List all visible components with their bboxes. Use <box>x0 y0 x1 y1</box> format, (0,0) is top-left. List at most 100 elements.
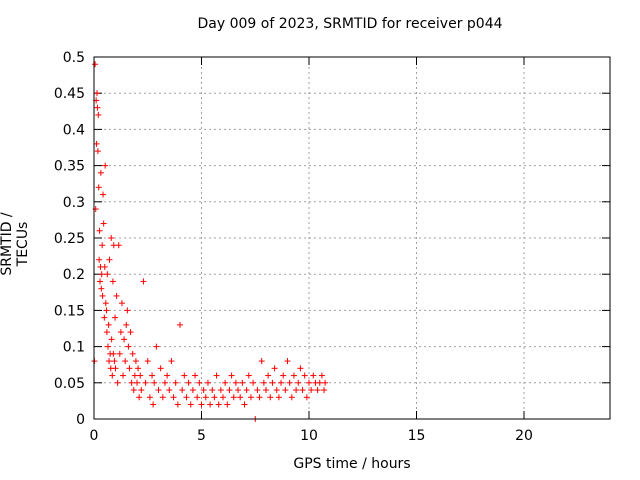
data-point <box>121 336 128 343</box>
data-point <box>124 307 131 314</box>
data-point <box>235 387 242 394</box>
data-point <box>200 387 207 394</box>
y-tick-label: 0.2 <box>63 267 85 283</box>
x-tick-label: 20 <box>515 428 533 444</box>
data-point <box>239 379 246 386</box>
data-point <box>103 307 110 314</box>
data-point <box>166 387 173 394</box>
data-point <box>100 191 107 198</box>
data-point <box>117 329 124 336</box>
data-point <box>220 394 226 401</box>
data-point <box>192 372 199 379</box>
data-point <box>137 372 144 379</box>
data-point <box>286 379 293 386</box>
data-point <box>185 379 192 386</box>
y-tick-label: 0.5 <box>63 50 85 66</box>
y-axis-label: SRMTID / TECUs <box>0 212 31 276</box>
data-point <box>202 394 209 401</box>
data-point <box>258 358 265 365</box>
data-point <box>129 350 136 357</box>
data-point <box>115 242 122 249</box>
data-point <box>159 394 166 401</box>
data-point <box>105 321 112 328</box>
data-point <box>280 372 287 379</box>
data-point <box>263 387 269 394</box>
data-point <box>98 285 105 292</box>
data-point <box>204 379 211 386</box>
data-point <box>269 379 276 386</box>
data-point <box>149 372 156 379</box>
data-point <box>144 358 151 365</box>
data-point <box>290 372 297 379</box>
y-tick-label: 0.45 <box>54 86 85 102</box>
data-point <box>254 387 261 394</box>
data-point <box>301 372 308 379</box>
data-point <box>303 394 310 401</box>
data-point <box>293 387 300 394</box>
data-point <box>126 365 133 372</box>
data-point <box>93 140 100 147</box>
data-point <box>198 401 205 408</box>
data-point <box>146 394 153 401</box>
data-point <box>241 401 248 408</box>
data-point <box>260 379 267 386</box>
data-point <box>247 394 254 401</box>
data-point <box>102 300 109 307</box>
data-point <box>250 379 257 386</box>
data-point <box>142 379 149 386</box>
data-point <box>168 358 175 365</box>
data-point <box>103 329 110 336</box>
y-tick-label: 0.4 <box>63 122 85 138</box>
data-point <box>211 394 218 401</box>
data-point <box>271 365 278 372</box>
data-point <box>288 394 295 401</box>
x-tick-label: 15 <box>408 428 426 444</box>
data-point <box>106 256 113 263</box>
data-point <box>228 372 235 379</box>
data-point <box>172 379 179 386</box>
y-tick-label: 0.05 <box>54 376 85 392</box>
data-point <box>100 220 107 227</box>
data-point <box>109 372 116 379</box>
y-tick-label: 0.3 <box>63 195 85 211</box>
data-point <box>237 394 244 401</box>
data-point <box>310 372 317 379</box>
plot-border <box>93 56 611 420</box>
data-point <box>275 394 282 401</box>
data-point <box>130 387 137 394</box>
data-point <box>150 401 157 408</box>
data-point <box>92 61 99 68</box>
data-point <box>183 394 190 401</box>
data-point <box>153 343 160 350</box>
data-point <box>104 343 111 350</box>
data-point <box>215 401 222 408</box>
data-point <box>131 372 138 379</box>
data-point <box>102 162 109 169</box>
data-point <box>98 271 105 278</box>
data-point <box>207 401 214 408</box>
data-point <box>189 387 196 394</box>
data-point <box>140 278 147 285</box>
data-point <box>194 394 201 401</box>
data-point <box>267 394 274 401</box>
y-tick-label: 0.35 <box>54 159 85 175</box>
data-point <box>104 271 111 278</box>
data-point <box>97 169 104 176</box>
data-point <box>101 314 108 321</box>
data-point <box>170 394 177 401</box>
data-point <box>120 372 127 379</box>
data-point <box>94 90 101 97</box>
data-point <box>109 278 116 285</box>
data-point <box>321 387 328 394</box>
data-point <box>101 263 108 270</box>
data-point <box>177 321 183 328</box>
data-point <box>127 329 134 336</box>
data-point <box>232 379 239 386</box>
data-point <box>209 387 216 394</box>
data-point <box>222 379 229 386</box>
data-point <box>138 387 145 394</box>
data-point <box>157 365 164 372</box>
data-point <box>318 372 325 379</box>
data-point <box>97 278 104 285</box>
